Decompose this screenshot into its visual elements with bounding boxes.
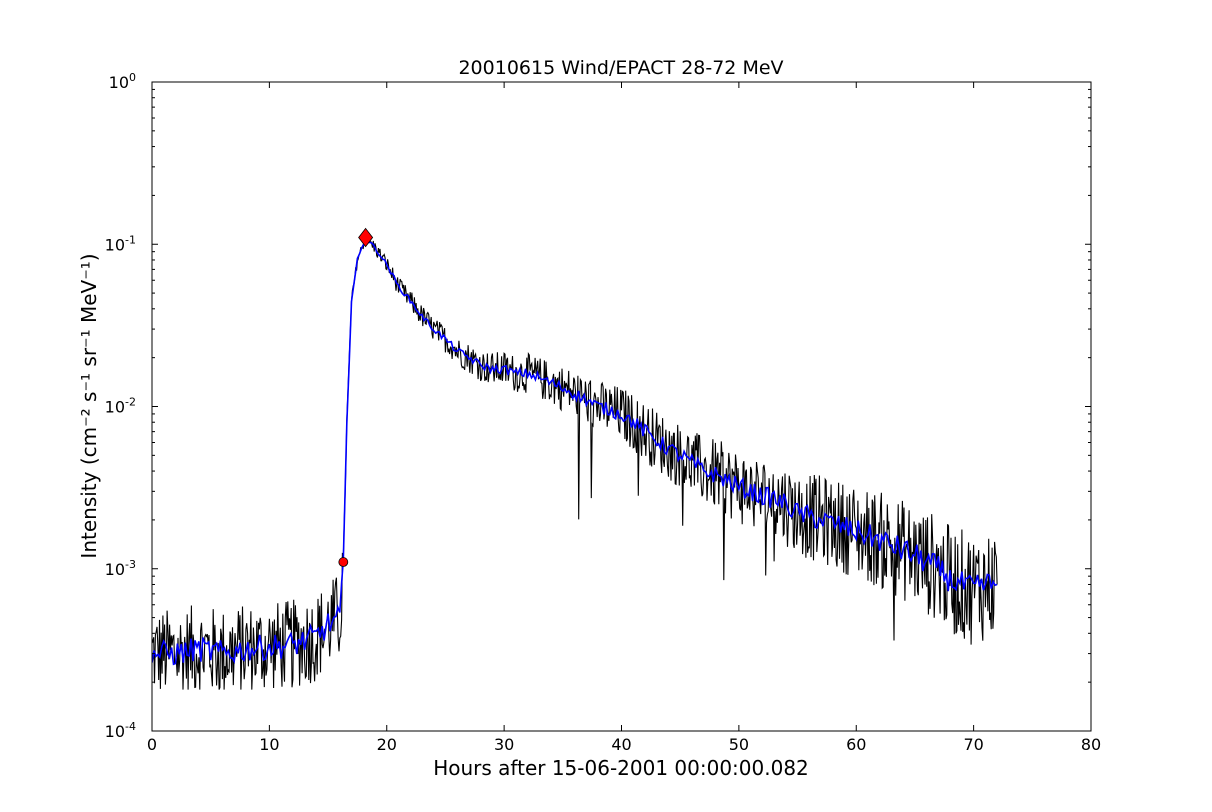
series-raw-line: [152, 237, 998, 690]
x-tick-label: 30: [494, 735, 514, 754]
x-tick-label: 80: [1081, 735, 1101, 754]
y-tick-label: 10-4: [105, 720, 136, 741]
series-layer: [152, 236, 998, 690]
x-tick-label: 10: [259, 735, 279, 754]
y-tick-label: 10-3: [105, 558, 136, 579]
x-tick-label: 50: [729, 735, 749, 754]
y-tick-label: 10-2: [105, 396, 136, 417]
x-axis-label: Hours after 15-06-2001 00:00:00.082: [433, 756, 809, 780]
peak-marker: [358, 227, 374, 248]
x-tick-label: 40: [611, 735, 631, 754]
x-tick-label: 20: [377, 735, 397, 754]
y-tick-label: 10-1: [105, 233, 136, 254]
onset-marker: [338, 557, 349, 567]
y-axis-label: Intensity (cm⁻² s⁻¹ sr⁻¹ MeV⁻¹): [77, 253, 101, 558]
x-tick-label: 0: [147, 735, 157, 754]
plot-area: [151, 81, 1092, 732]
y-axis: 10-4 10-3 10-2 10-1 100: [105, 71, 1091, 741]
x-axis: 0 10 20 30 40 50 60 70 80: [147, 82, 1101, 754]
chart-title: 20010615 Wind/EPACT 28-72 MeV: [458, 57, 783, 79]
series-smoothed-line: [152, 236, 998, 666]
x-tick-label: 60: [846, 735, 866, 754]
x-tick-label: 70: [963, 735, 983, 754]
y-tick-label: 100: [109, 71, 136, 92]
marker-layer: [338, 227, 374, 567]
